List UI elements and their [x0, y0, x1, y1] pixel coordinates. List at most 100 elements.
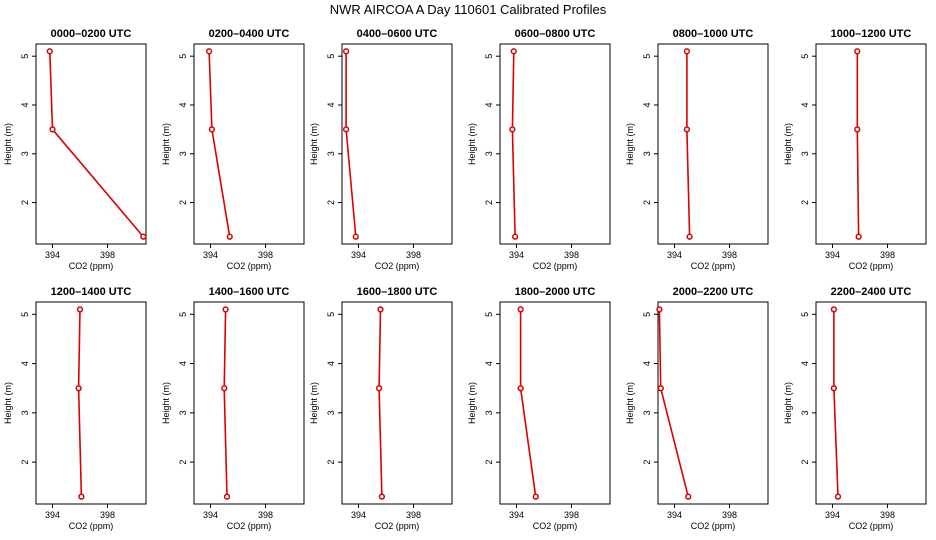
plot-frame — [35, 43, 147, 245]
plot-frame — [815, 301, 927, 505]
x-tick-label: 394 — [667, 510, 682, 520]
y-axis-label: Height (m) — [3, 123, 13, 165]
x-tick-label: 394 — [509, 510, 524, 520]
x-tick-label: 398 — [406, 510, 421, 520]
panel-title: 1200–1400 UTC — [51, 286, 132, 298]
y-axis-label: Height (m) — [467, 123, 477, 165]
y-tick-label: 4 — [178, 102, 188, 107]
y-tick-label: 5 — [20, 312, 30, 317]
profile-point — [205, 48, 213, 55]
profile-point — [656, 306, 663, 313]
chart-title: NWR AIRCOA A Day 110601 Calibrated Profi… — [330, 2, 607, 17]
y-tick-label: 4 — [20, 102, 30, 107]
x-axis-label: CO2 (ppm) — [375, 521, 420, 531]
y-tick-label: 3 — [642, 410, 652, 415]
profile-point — [517, 306, 524, 313]
profile-point — [75, 385, 82, 392]
profile-point — [830, 385, 838, 392]
profile-point — [683, 126, 691, 133]
x-tick-label: 398 — [722, 250, 737, 260]
y-tick-label: 2 — [20, 460, 30, 465]
plot-frame — [193, 301, 305, 505]
x-tick-label: 394 — [825, 250, 840, 260]
x-axis-label: CO2 (ppm) — [691, 521, 736, 531]
y-tick-label: 5 — [326, 312, 336, 317]
panel-title: 2200–2400 UTC — [831, 286, 912, 298]
profile-point — [223, 493, 231, 500]
y-tick-label: 5 — [642, 312, 652, 317]
plot-frame — [341, 43, 453, 245]
profile-point — [46, 48, 53, 55]
profile-line — [378, 309, 383, 497]
profile-point — [226, 233, 233, 240]
y-axis-label: Height (m) — [783, 382, 793, 424]
profile-point — [208, 126, 216, 133]
y-tick-label: 3 — [800, 151, 810, 156]
y-tick-label: 3 — [20, 410, 30, 415]
profile-point — [855, 233, 862, 240]
profile-line — [511, 51, 516, 237]
y-tick-label: 4 — [484, 102, 494, 107]
y-tick-label: 2 — [642, 200, 652, 205]
profile-point — [78, 493, 85, 500]
profile-line — [856, 51, 860, 237]
profile-point — [352, 233, 359, 240]
profile-point — [510, 48, 517, 55]
y-tick-label: 2 — [20, 200, 30, 205]
x-tick-label: 394 — [203, 250, 218, 260]
panel-title: 1000–1200 UTC — [831, 28, 912, 40]
y-tick-label: 4 — [484, 361, 494, 366]
profile-point — [854, 126, 861, 133]
y-tick-label: 5 — [326, 54, 336, 59]
x-tick-label: 394 — [45, 250, 60, 260]
x-tick-label: 398 — [406, 250, 421, 260]
plot-frame — [35, 301, 147, 505]
x-axis-label: CO2 (ppm) — [849, 521, 894, 531]
y-tick-label: 2 — [800, 200, 810, 205]
plot-frame — [193, 43, 305, 245]
y-axis-label: Height (m) — [161, 123, 171, 165]
y-axis-label: Height (m) — [625, 123, 635, 165]
y-tick-label: 3 — [326, 410, 336, 415]
profile-point — [532, 493, 539, 500]
x-tick-label: 394 — [203, 510, 218, 520]
x-axis-label: CO2 (ppm) — [69, 261, 114, 271]
profile-point — [834, 493, 842, 500]
y-tick-label: 2 — [326, 200, 336, 205]
x-axis-label: CO2 (ppm) — [375, 261, 420, 271]
y-axis-label: Height (m) — [309, 382, 319, 424]
profile-point — [511, 233, 519, 240]
x-tick-label: 398 — [100, 510, 115, 520]
y-tick-label: 4 — [642, 361, 652, 366]
y-tick-label: 3 — [800, 410, 810, 415]
profile-point — [222, 306, 229, 313]
y-tick-label: 2 — [484, 460, 494, 465]
x-tick-label: 394 — [351, 250, 366, 260]
plot-frame — [499, 43, 611, 245]
y-axis-label: Height (m) — [625, 382, 635, 424]
y-tick-label: 5 — [178, 54, 188, 59]
y-tick-label: 5 — [484, 312, 494, 317]
y-tick-label: 4 — [178, 361, 188, 366]
x-tick-label: 398 — [100, 250, 115, 260]
x-axis-label: CO2 (ppm) — [533, 521, 578, 531]
plot-frame — [657, 301, 769, 505]
profile-point — [830, 306, 838, 313]
x-tick-label: 394 — [825, 510, 840, 520]
profile-point — [509, 126, 516, 133]
y-tick-label: 2 — [800, 460, 810, 465]
panel-title: 1400–1600 UTC — [209, 286, 290, 298]
y-tick-label: 5 — [178, 312, 188, 317]
panel-title: 0600–0800 UTC — [515, 28, 596, 40]
y-tick-label: 5 — [800, 312, 810, 317]
profile-line — [833, 309, 839, 497]
